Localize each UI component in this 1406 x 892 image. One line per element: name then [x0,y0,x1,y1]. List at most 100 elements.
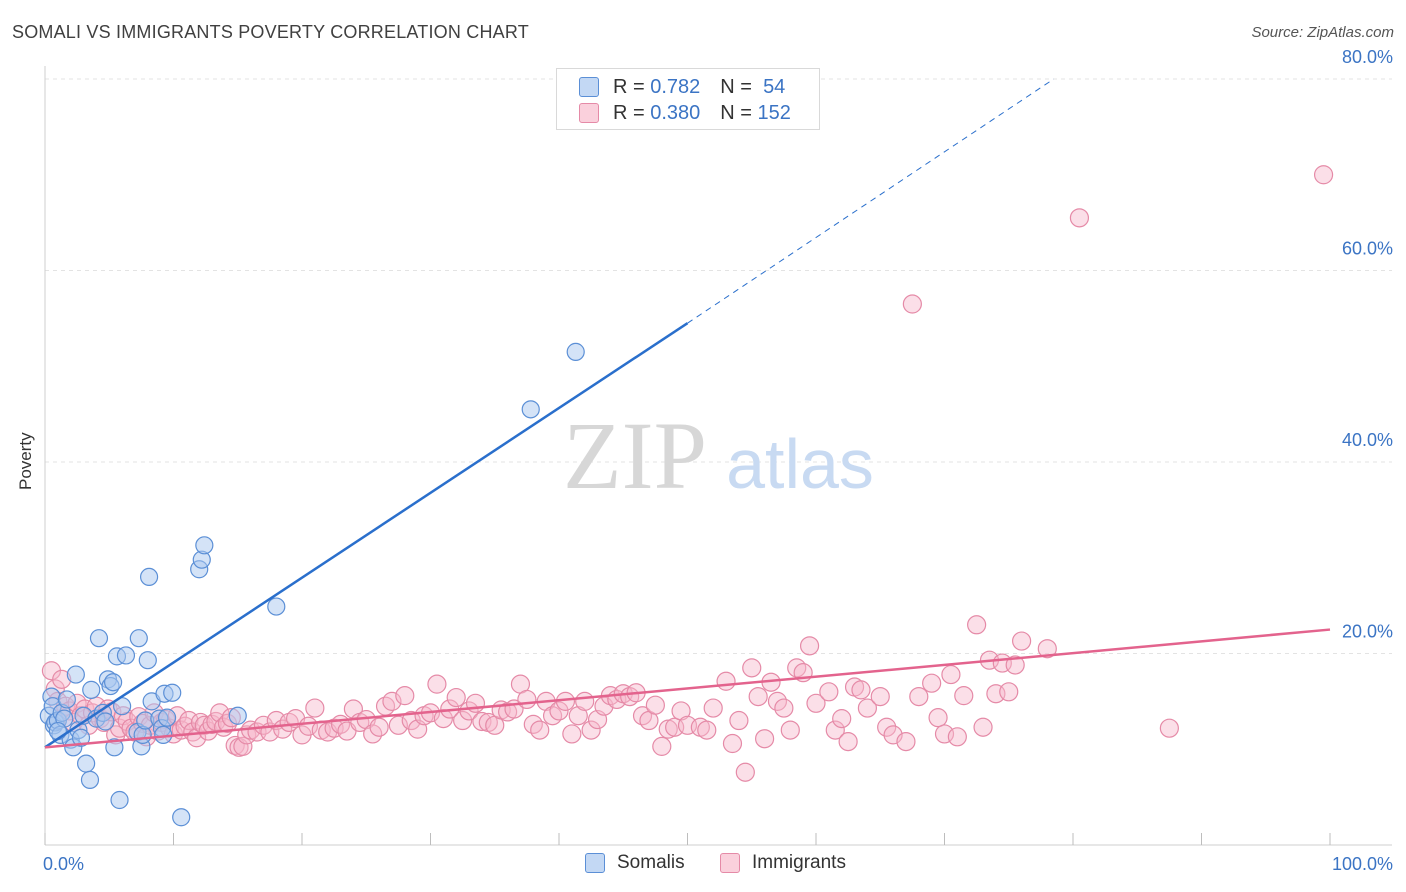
immigrant-point [947,727,967,747]
y-tick-label: 60.0% [1342,239,1393,259]
x-tick-label: 0.0% [43,854,84,874]
immigrant-point [703,698,723,718]
somali-point [172,808,191,827]
immigrant-point [549,701,569,721]
immigrant-point [1159,718,1179,738]
legend-r-label: R = [613,101,645,124]
immigrant-point [851,680,871,700]
watermark: ZIP atlas [563,402,874,509]
immigrant-point [568,706,588,726]
immigrant-point [1037,639,1057,659]
somali-swatch [579,77,599,97]
watermark-atlas: atlas [726,425,874,503]
immigrant-point [1011,631,1032,651]
stats-legend: R = 0.782 N = 54 R = 0.380 N = 152 [556,68,820,130]
somali-point [77,754,96,773]
immigrant-point [1005,655,1025,675]
immigrant-point [652,736,672,756]
immigrant-swatch [720,853,740,873]
immigrant-point [562,724,582,744]
immigrant-point [780,720,800,740]
somali-point [138,651,157,670]
immigrant-point [909,686,929,707]
somali-point [96,712,115,731]
immigrant-swatch [579,103,599,123]
immigrant-point [838,731,858,752]
somali-points [39,342,585,827]
immigrant-point [517,689,537,710]
tick-labels: 20.0% 40.0% 60.0% 80.0% 0.0% 100.0% [43,47,1393,874]
legend-somalis-label: Somalis [617,852,685,873]
immigrant-point [716,671,736,691]
trend-lines [44,78,1331,749]
immigrant-point [973,717,993,737]
somali-point [195,536,214,555]
legend-row-immigrant: R = 0.380 N = 152 [579,100,791,126]
immigrant-trend-line [44,628,1331,749]
immigrant-point [446,687,466,708]
somali-point [105,738,124,757]
y-tick-label: 40.0% [1342,430,1393,450]
immigrant-point [748,686,768,707]
immigrant-point [742,658,762,678]
immigrant-point [369,717,389,737]
immigrant-point [729,710,749,731]
legend-somali-n: 54 [763,75,786,98]
somali-point [157,708,177,727]
immigrant-point [806,693,826,713]
immigrant-point [645,695,665,715]
immigrant-point [697,720,717,740]
immigrant-points [41,165,1334,782]
immigrant-point [857,698,878,718]
y-tick-label: 20.0% [1342,622,1393,642]
somali-point [82,680,101,699]
somali-point [80,770,100,789]
legend-n-label: N = [720,75,752,98]
somali-point [267,597,286,616]
immigrant-point [902,294,922,314]
immigrant-point [472,711,492,732]
immigrant-point [388,715,408,735]
y-tick-label: 80.0% [1342,47,1393,67]
legend-item-somalis[interactable]: Somalis [585,852,685,874]
legend-n-label: N = [720,101,752,124]
immigrant-point [799,636,820,656]
immigrant-point [722,733,743,754]
immigrant-point [210,703,230,723]
immigrant-point [453,710,473,731]
somali-point [104,673,123,692]
immigrant-point [581,720,601,740]
immigrant-point [459,701,479,721]
immigrant-point [671,701,691,721]
x-tick-label: 100.0% [1332,854,1393,874]
immigrant-point [1313,165,1334,185]
legend-item-immigrants[interactable]: Immigrants [720,852,846,874]
legend-immigrant-r: 0.380 [650,101,701,124]
immigrant-point [819,682,839,702]
somali-point [89,629,109,648]
somali-point [116,646,136,665]
legend-row-somali: R = 0.782 N = 54 [579,74,785,100]
somali-point [57,690,76,709]
immigrant-point [832,709,852,729]
immigrant-point [825,720,845,740]
legend-r-label: R = [613,75,645,98]
somali-point [521,400,540,419]
somali-point [110,790,129,810]
immigrant-point [870,686,890,707]
immigrant-point [395,686,415,706]
somali-point [66,665,85,684]
somali-point [129,629,148,648]
immigrant-point [999,682,1019,702]
immigrant-point [575,691,595,711]
source-label: Source: ZipAtlas.com [1251,24,1394,41]
legend-somali-r: 0.782 [650,75,701,98]
immigrant-point [774,698,794,718]
immigrant-point [233,736,253,756]
somali-trend-line [44,322,689,749]
immigrant-point [754,729,775,749]
immigrant-point [954,686,974,706]
chart-title: SOMALI VS IMMIGRANTS POVERTY CORRELATION… [12,22,529,42]
somali-trend-extension [687,78,1055,324]
